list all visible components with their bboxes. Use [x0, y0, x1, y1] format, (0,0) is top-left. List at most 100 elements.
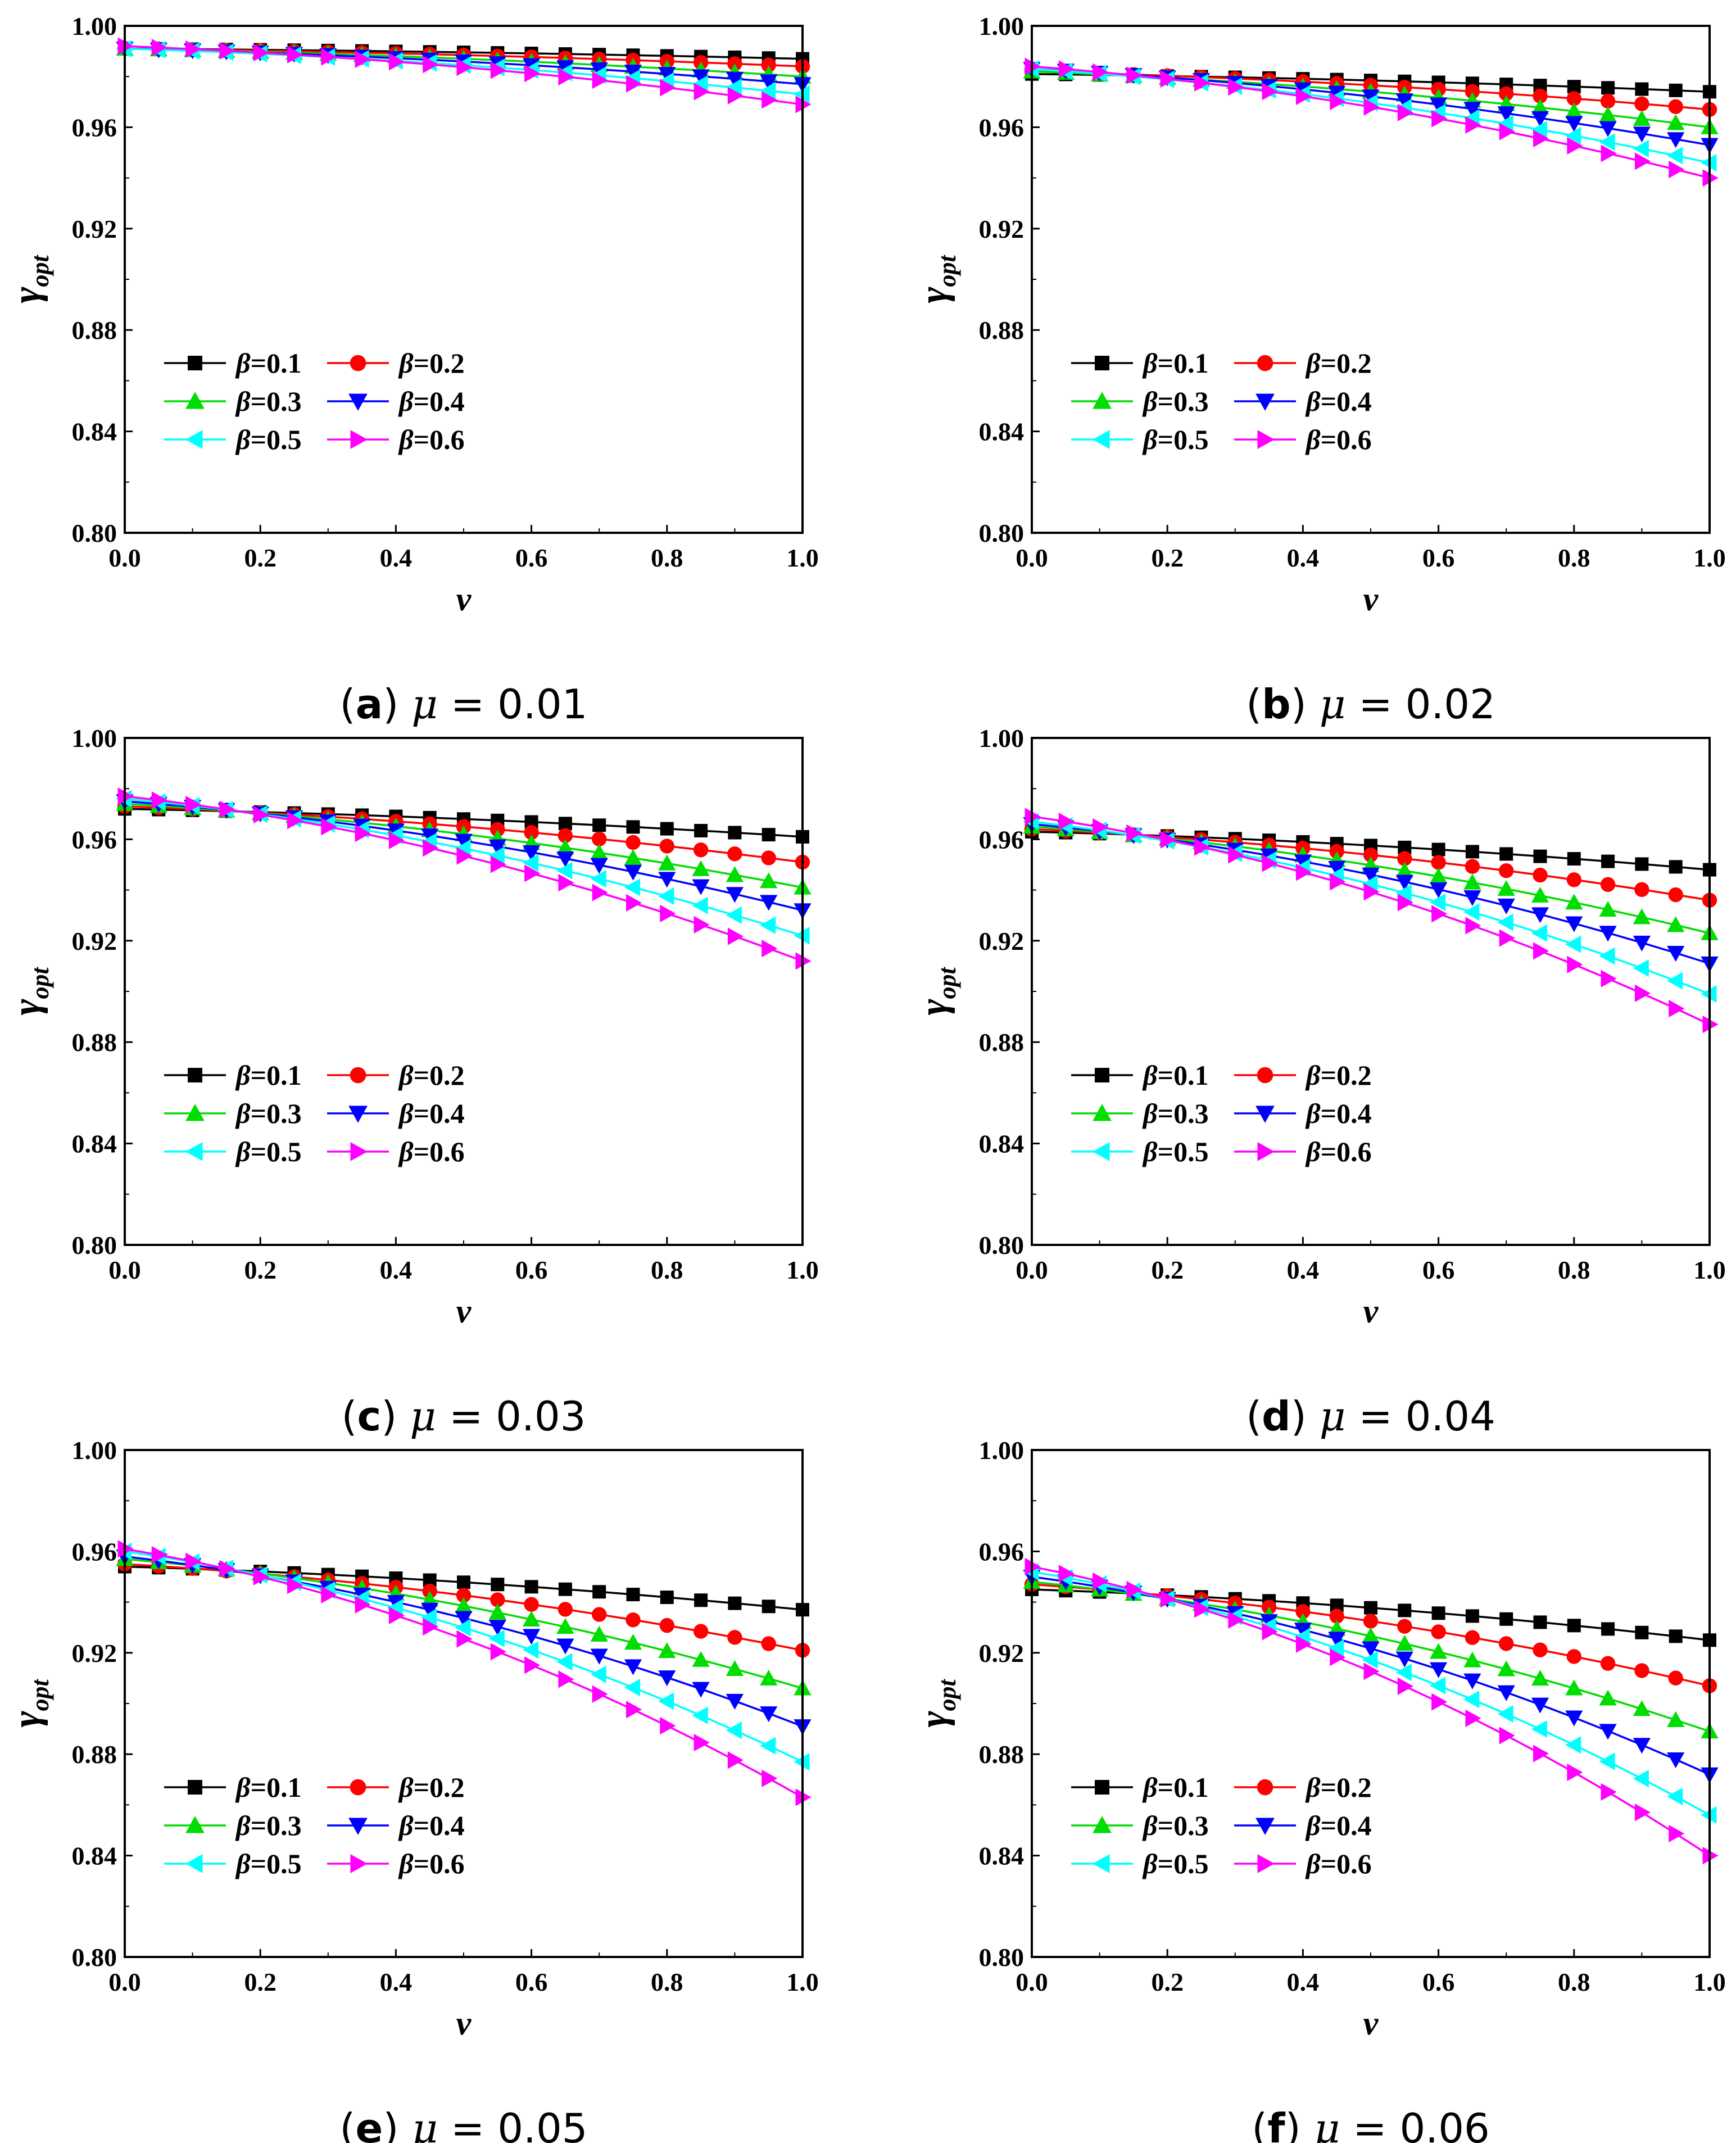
series-point [1465, 84, 1480, 99]
series-point [726, 906, 742, 924]
y-tick-label: 0.80 [979, 519, 1025, 547]
legend-label: β=0.2 [398, 1772, 465, 1803]
series-point [624, 64, 642, 81]
x-tick-label: 0.2 [1151, 543, 1184, 572]
legend-marker [1257, 355, 1273, 371]
legend-marker [350, 1067, 366, 1084]
series-point [1600, 1656, 1616, 1671]
legend-marker [1257, 430, 1275, 449]
series-point [524, 1656, 541, 1674]
series-point [1395, 862, 1413, 878]
series-point [625, 1612, 641, 1628]
legend-label: β=0.6 [1305, 1136, 1372, 1167]
series-point [1533, 1745, 1549, 1763]
y-tick-label: 0.96 [979, 1537, 1025, 1566]
series-point [1329, 1609, 1344, 1624]
series-point [558, 873, 574, 892]
x-tick-label: 0.4 [380, 1968, 413, 1996]
chart-panel-f: 0.80 0.84 0.88 0.92 0.96 1.00 0.0 0.2 0.4 0.6 0.8 1… [912, 1436, 1726, 2143]
panel-caption: (c) μ = 0.03 [342, 1393, 586, 1440]
legend-label: β=0.1 [1142, 347, 1209, 379]
series-point [488, 846, 505, 864]
series-point [1395, 875, 1413, 891]
series-point [1465, 845, 1479, 859]
series-point [624, 1678, 640, 1697]
legend-label: β=0.1 [235, 1059, 302, 1091]
series-point [1499, 863, 1514, 878]
series-point [287, 812, 303, 830]
series-point [1430, 97, 1448, 114]
series-point [523, 1610, 541, 1627]
series-point [1497, 913, 1513, 931]
series-point [1497, 1685, 1515, 1701]
series-point [1295, 1604, 1311, 1619]
series-point [1126, 824, 1143, 842]
series-point [728, 826, 742, 840]
series-point [488, 839, 506, 855]
series-point [1667, 1752, 1685, 1769]
series-point [590, 62, 608, 79]
series-point [1431, 1624, 1446, 1639]
series-point [455, 1611, 473, 1627]
series-point [1330, 1648, 1346, 1666]
y-axis-label: γopt [5, 967, 54, 1016]
series-point [1430, 893, 1446, 911]
series-point [1058, 1565, 1075, 1583]
y-tick-label: 0.96 [72, 1537, 117, 1566]
series-point [1395, 1664, 1412, 1682]
series-point [1465, 917, 1481, 935]
series-point [455, 1597, 473, 1613]
series-point [1533, 1642, 1548, 1657]
series-point [556, 1653, 573, 1671]
series-point [590, 844, 608, 860]
series-point [523, 845, 541, 862]
series-point [592, 1607, 607, 1622]
series-point [1431, 855, 1446, 870]
series-point [1228, 78, 1244, 96]
legend-marker [188, 356, 202, 370]
series-point [1599, 947, 1615, 965]
series-point [659, 1618, 675, 1633]
y-tick-label: 0.92 [72, 927, 117, 955]
plot-frame [124, 1449, 804, 1958]
x-tick-label: 0.8 [1558, 1256, 1590, 1284]
series-point [1430, 867, 1448, 884]
series-point [421, 1602, 439, 1619]
series-point [1600, 93, 1616, 109]
legend-marker [1093, 1142, 1110, 1161]
series-point [1160, 831, 1176, 849]
series-point [219, 1560, 235, 1578]
series-point [1533, 88, 1548, 104]
series-point [1531, 907, 1549, 923]
legend-marker [1257, 1067, 1273, 1084]
x-tick-label: 1.0 [1693, 1256, 1726, 1284]
legend-label: β=0.6 [398, 424, 465, 455]
series-point [321, 48, 337, 66]
legend-label: β=0.4 [1305, 1098, 1372, 1129]
x-tick-label: 0.2 [1151, 1256, 1184, 1284]
series-point [1126, 66, 1143, 84]
series-point [1430, 1662, 1448, 1678]
series-point [1566, 1649, 1581, 1664]
series-point [1328, 1632, 1346, 1648]
series-point [1533, 849, 1547, 863]
series-point [1362, 1641, 1380, 1657]
series-point [658, 1692, 674, 1710]
series-point [659, 839, 675, 854]
x-tick-label: 0.8 [1558, 1968, 1590, 1996]
series-point [1431, 905, 1448, 923]
plot-frame [1031, 737, 1711, 1246]
x-tick-label: 0.4 [1287, 1968, 1320, 1996]
series-point [1599, 1752, 1615, 1770]
y-tick-label: 0.92 [979, 927, 1025, 955]
series-point [151, 1546, 167, 1564]
legend-marker [1093, 1816, 1112, 1833]
series-point [1599, 926, 1617, 942]
series-point [624, 1634, 642, 1650]
x-tick-label: 0.0 [1016, 543, 1048, 572]
series-point [557, 1602, 573, 1617]
legend-marker [1095, 1780, 1109, 1795]
series-point [558, 1670, 574, 1688]
legend-label: β=0.3 [1142, 1810, 1209, 1841]
series-point [658, 872, 676, 888]
